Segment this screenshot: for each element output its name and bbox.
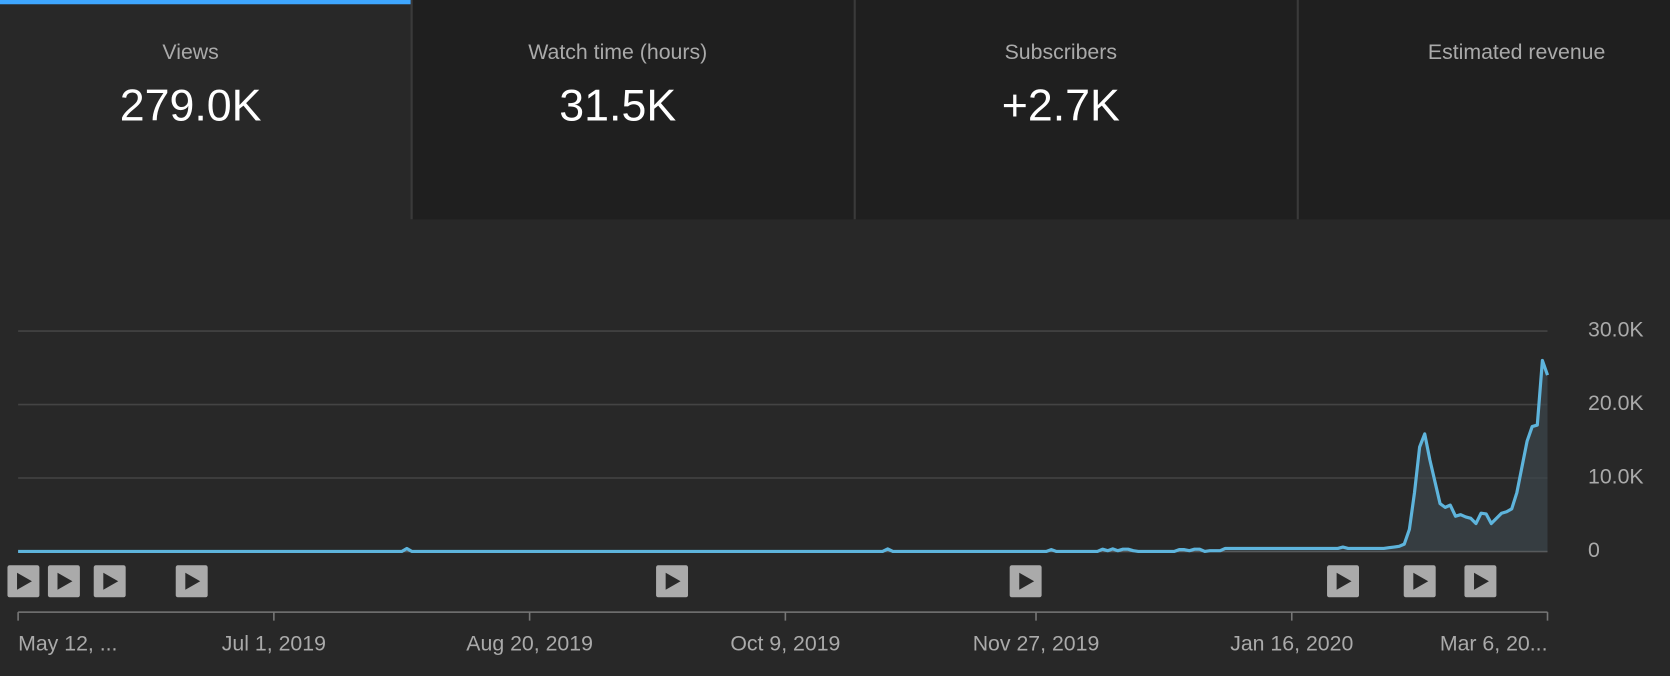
tab-background <box>411 0 855 220</box>
x-tick-label: Jan 16, 2020 <box>1230 632 1353 656</box>
metric-tab[interactable]: Subscribers +2.7K <box>853 0 1298 220</box>
metric-tab[interactable]: Watch time (hours) 31.5K <box>410 0 855 220</box>
tab-background <box>0 0 412 220</box>
tab-label: Subscribers <box>1005 40 1117 64</box>
tab-label: Estimated revenue <box>1428 40 1605 64</box>
x-tick-label: Jul 1, 2019 <box>222 632 326 656</box>
tab-label: Watch time (hours) <box>528 40 707 64</box>
play-icon <box>1413 572 1429 590</box>
play-icon <box>665 572 681 590</box>
x-tick-label: Mar 6, 20... <box>1440 632 1548 656</box>
metric-tab[interactable]: Estimated revenue <box>1296 0 1670 220</box>
play-icon <box>57 572 73 590</box>
tab-label: Views <box>162 40 218 64</box>
play-icon <box>185 572 201 590</box>
play-icon <box>1474 572 1489 590</box>
tab-value: +2.7K <box>1002 81 1120 130</box>
x-tick-label: Oct 9, 2019 <box>730 632 840 656</box>
tab-background <box>854 0 1298 220</box>
line <box>18 358 1550 554</box>
video-marker[interactable] <box>1327 565 1360 598</box>
x-tick-label: Aug 20, 2019 <box>466 632 593 656</box>
video-marker[interactable] <box>656 565 689 598</box>
tab-background <box>1297 0 1670 220</box>
selected-indicator <box>0 0 412 5</box>
y-tick-label: 20.0K <box>1588 391 1644 415</box>
metric-tabs: Views 279.0K Watch time (hours) 31.5K Subscr… <box>0 0 1670 220</box>
metric-tab[interactable]: Views 279.0K <box>0 0 412 220</box>
y-tick-label: 10.0K <box>1588 465 1644 489</box>
video-marker[interactable] <box>93 565 126 598</box>
play-icon <box>17 572 32 590</box>
video-marker[interactable] <box>47 565 80 598</box>
x-tick-label: Nov 27, 2019 <box>973 632 1100 656</box>
video-marker[interactable] <box>7 565 40 598</box>
video-marker[interactable] <box>1403 565 1436 598</box>
x-tick-label: May 12, ... <box>18 632 117 656</box>
chart: 0 10.0K 20.0K 30.0K May 12, ... Jul 1, 2019 Au… <box>7 318 1644 656</box>
y-tick-label: 0 <box>1588 538 1600 562</box>
tab-value: 31.5K <box>559 81 676 130</box>
play-icon <box>1019 572 1035 590</box>
play-icon <box>1336 572 1352 590</box>
play-icon <box>103 572 119 590</box>
video-marker[interactable] <box>1464 565 1497 598</box>
video-marker[interactable] <box>175 565 208 598</box>
tab-value: 279.0K <box>120 81 262 130</box>
y-tick-label: 30.0K <box>1588 318 1644 342</box>
video-marker[interactable] <box>1009 565 1042 598</box>
